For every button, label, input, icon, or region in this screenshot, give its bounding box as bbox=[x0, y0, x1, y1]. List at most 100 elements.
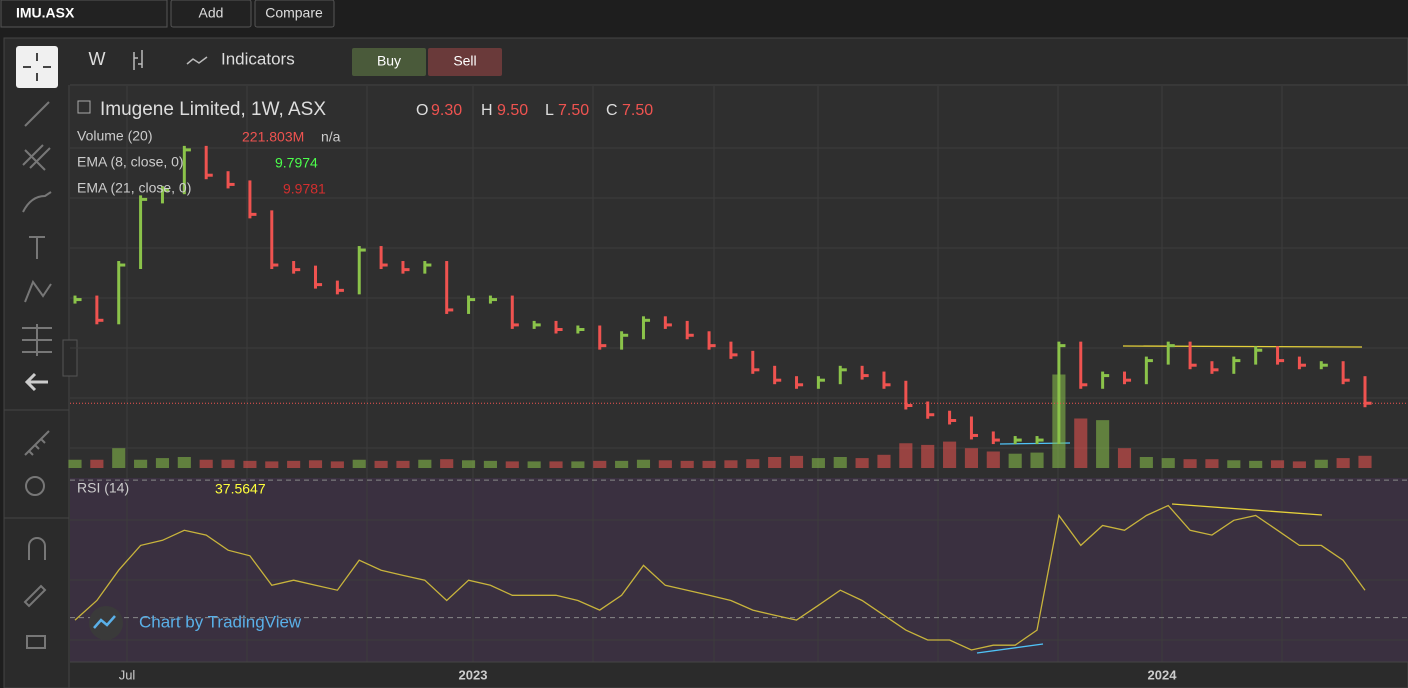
volume-bar bbox=[1139, 457, 1153, 468]
volume-bar bbox=[1183, 459, 1197, 468]
rsi-line bbox=[74, 504, 1366, 651]
volume-bar bbox=[1030, 452, 1044, 468]
volume-bar bbox=[287, 460, 301, 468]
volume-bar bbox=[352, 459, 366, 468]
volume-bar bbox=[1205, 459, 1219, 468]
volume-bar bbox=[90, 459, 104, 468]
volume-bar bbox=[593, 460, 607, 468]
zoom-tool[interactable] bbox=[25, 476, 45, 496]
volume-bar bbox=[855, 458, 869, 468]
rsi-pane bbox=[70, 478, 1408, 662]
tool-icons bbox=[22, 101, 52, 649]
plot bbox=[68, 145, 1408, 651]
symbol-input[interactable] bbox=[0, 0, 168, 28]
drawn-trendline bbox=[1122, 345, 1363, 348]
crosshair-tool[interactable] bbox=[16, 46, 58, 88]
volume-bar bbox=[833, 457, 847, 468]
volume-ma: n/a bbox=[321, 129, 341, 145]
compare-button[interactable] bbox=[254, 0, 335, 28]
volume-bar bbox=[789, 455, 804, 468]
collapse-button[interactable] bbox=[62, 339, 78, 377]
crosshair-icon bbox=[23, 53, 51, 81]
volume-bar bbox=[440, 459, 454, 468]
measure-tool[interactable] bbox=[22, 324, 52, 356]
volume-bar bbox=[746, 459, 760, 468]
volume-bar bbox=[768, 457, 782, 468]
volume-bar bbox=[505, 461, 519, 468]
volume-bar bbox=[374, 460, 388, 468]
ohlc-value: 9.50 bbox=[497, 102, 528, 119]
volume-bar bbox=[658, 460, 672, 468]
ema-value: 9.9781 bbox=[283, 181, 326, 197]
buy-button[interactable] bbox=[352, 48, 426, 76]
volume-bar bbox=[702, 460, 716, 468]
time-label: 2024 bbox=[1148, 667, 1178, 682]
volume-bar bbox=[112, 448, 126, 468]
volume-bar bbox=[221, 459, 235, 468]
volume-bar bbox=[462, 460, 476, 468]
rsi-label: RSI (14) bbox=[77, 480, 129, 496]
magnet-tool[interactable] bbox=[28, 537, 46, 560]
volume-bar bbox=[330, 461, 344, 468]
indicators-button[interactable]: Indicators bbox=[221, 49, 295, 68]
add-label: Add bbox=[199, 5, 224, 21]
volume-label: Volume (20) bbox=[77, 128, 152, 144]
collapse-legend[interactable] bbox=[77, 100, 91, 114]
volume-bar bbox=[68, 459, 82, 468]
volume-bar bbox=[615, 460, 629, 468]
watermark-icon bbox=[93, 615, 116, 629]
ruler-tool[interactable] bbox=[24, 430, 50, 456]
bar-style-icon[interactable] bbox=[133, 50, 143, 70]
brush-tool[interactable] bbox=[22, 191, 52, 213]
ema-value: 9.7974 bbox=[275, 155, 318, 171]
volume-bar bbox=[899, 443, 913, 468]
compare-label: Compare bbox=[265, 5, 323, 21]
symbol: IMU.ASX bbox=[16, 5, 75, 21]
ema-label: EMA (8, close, 0) bbox=[77, 154, 184, 170]
buy-label: Buy bbox=[377, 53, 401, 69]
volume-value: 221.803M bbox=[242, 129, 304, 145]
lock-draw-tool[interactable] bbox=[23, 584, 47, 608]
time-label: Jul bbox=[119, 667, 136, 682]
indicators-icon bbox=[186, 56, 208, 65]
volume-bar bbox=[177, 457, 191, 468]
ohlc-label: C bbox=[606, 102, 618, 119]
fib-tool[interactable] bbox=[22, 144, 51, 171]
time-label: 2023 bbox=[459, 667, 488, 682]
volume-bar bbox=[1096, 420, 1110, 468]
volume-bar bbox=[199, 459, 213, 468]
trendline-tool[interactable] bbox=[24, 101, 50, 127]
volume-bar bbox=[877, 454, 891, 468]
volume-bar bbox=[1227, 460, 1241, 468]
volume-bar bbox=[483, 460, 497, 468]
ohlc-value: 7.50 bbox=[622, 102, 653, 119]
volume-bar bbox=[134, 459, 148, 468]
volume-bar bbox=[1161, 458, 1175, 468]
volume-bar bbox=[243, 460, 257, 468]
add-button[interactable] bbox=[170, 0, 252, 28]
ohlc-label: H bbox=[481, 102, 493, 119]
volume-bar bbox=[308, 460, 323, 468]
grid bbox=[70, 86, 1408, 662]
volume-bar bbox=[636, 459, 651, 468]
volume-bar bbox=[1008, 453, 1022, 468]
volume-bar bbox=[571, 461, 585, 468]
text-tool[interactable] bbox=[29, 236, 45, 259]
lock-tool[interactable] bbox=[26, 635, 46, 649]
volume-bar bbox=[986, 451, 1000, 468]
pattern-tool[interactable] bbox=[24, 279, 52, 303]
volume-bar bbox=[1292, 461, 1306, 468]
back-tool[interactable] bbox=[24, 372, 48, 392]
volume-bar bbox=[1074, 418, 1088, 468]
volume-bar bbox=[680, 460, 694, 468]
drawn-trendline bbox=[976, 643, 1044, 654]
volume-bar bbox=[396, 460, 410, 468]
volume-bar bbox=[549, 461, 563, 468]
rsi-value: 37.5647 bbox=[215, 481, 266, 497]
watermark[interactable]: Chart by TradingView bbox=[139, 612, 302, 631]
volume-bar bbox=[527, 461, 541, 468]
interval[interactable]: W bbox=[89, 49, 106, 69]
volume-bar bbox=[1336, 458, 1350, 468]
sell-button[interactable] bbox=[428, 48, 502, 76]
